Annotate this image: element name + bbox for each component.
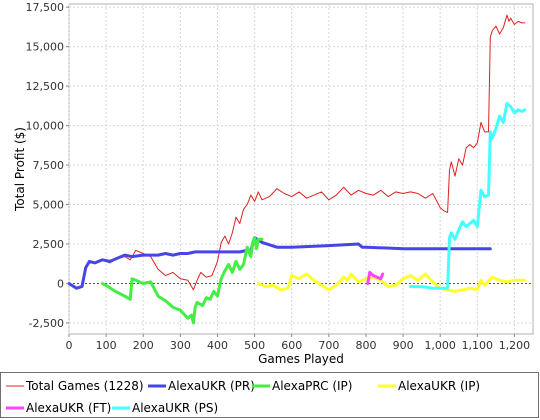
legend-label: AlexaUKR (PR) [168, 379, 255, 393]
x-tick-label: 300 [170, 339, 191, 352]
x-tick-label: 1,100 [462, 339, 494, 352]
x-tick-label: 600 [281, 339, 302, 352]
y-tick-label: -2,500 [29, 317, 64, 330]
y-tick-label: 15,000 [26, 41, 65, 54]
y-tick-label: 2,500 [33, 238, 65, 251]
legend-label: AlexaPRC (IP) [272, 379, 352, 393]
y-tick-label: 10,000 [26, 120, 65, 133]
legend-label: AlexaUKR (FT) [26, 401, 111, 415]
y-axis-ticks: -2,500 0 2,500 5,000 7,500 10,000 12,500 15,000… [26, 1, 69, 330]
y-tick-label: 5,000 [33, 199, 65, 212]
x-tick-label: 900 [393, 339, 414, 352]
x-tick-label: 500 [244, 339, 265, 352]
x-tick-label: 1,200 [499, 339, 531, 352]
x-tick-label: 400 [207, 339, 228, 352]
series-line-3 [256, 272, 527, 293]
y-tick-label: 12,500 [26, 80, 65, 93]
series-line-4 [366, 270, 385, 285]
legend-box [0, 372, 539, 418]
legend: Total Games (1228) AlexaUKR (PR) AlexaPRC … [6, 379, 480, 415]
x-axis-ticks: 0 100 200 300 400 500 600 700 800 900 1,000 1,100 1,… [66, 334, 531, 352]
series-line-0 [68, 14, 526, 291]
y-tick-label: 0 [57, 277, 64, 290]
plot-background [68, 3, 534, 335]
x-axis-title: Games Played [258, 352, 344, 366]
y-tick-label: 17,500 [26, 1, 65, 14]
y-tick-label: 7,500 [33, 159, 65, 172]
series-line-1 [67, 236, 492, 290]
series-lines [67, 14, 527, 325]
x-tick-label: 800 [355, 339, 376, 352]
y-axis-title: Total Profit ($) [13, 127, 27, 212]
x-tick-label: 0 [66, 339, 73, 352]
series-line-5 [409, 102, 527, 290]
legend-label: AlexaUKR (PS) [132, 401, 218, 415]
x-tick-label: 200 [133, 339, 154, 352]
series-line-2 [100, 236, 264, 325]
legend-label: AlexaUKR (IP) [398, 379, 480, 393]
x-tick-label: 700 [318, 339, 339, 352]
x-tick-label: 1,000 [424, 339, 456, 352]
legend-label: Total Games (1228) [25, 379, 144, 393]
x-tick-label: 100 [96, 339, 117, 352]
